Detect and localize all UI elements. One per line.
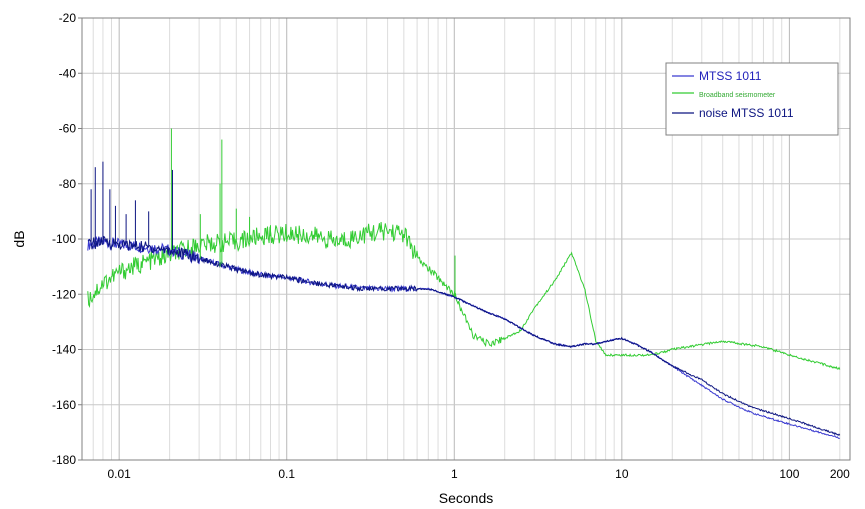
y-tick-label: -20 bbox=[59, 11, 77, 25]
legend-label-mtss: MTSS 1011 bbox=[699, 69, 762, 83]
x-axis-label: Seconds bbox=[439, 490, 493, 506]
legend: MTSS 1011 Broadband seismometer noise MT… bbox=[665, 62, 839, 136]
y-tick-label: -40 bbox=[59, 66, 77, 80]
legend-entry-noise: noise MTSS 1011 bbox=[672, 106, 794, 120]
y-tick-label: -140 bbox=[52, 343, 76, 357]
x-tick-label: 0.1 bbox=[278, 467, 295, 481]
series-layer bbox=[87, 128, 841, 440]
series-line-1 bbox=[87, 222, 841, 370]
y-axis-tick-labels: -20 -40 -60 -80 -100 -120 -140 -160 -180 bbox=[52, 11, 82, 467]
x-tick-label: 1 bbox=[451, 467, 458, 481]
y-tick-label: -120 bbox=[52, 287, 76, 301]
series-line-0 bbox=[87, 235, 840, 440]
x-tick-label: 200 bbox=[830, 467, 850, 481]
y-tick-label: -160 bbox=[52, 398, 76, 412]
y-tick-label: -80 bbox=[59, 177, 77, 191]
legend-label-broadband: Broadband seismometer bbox=[699, 92, 776, 99]
legend-box bbox=[665, 62, 839, 136]
series-line-2 bbox=[87, 235, 841, 436]
legend-label-noise: noise MTSS 1011 bbox=[699, 106, 794, 120]
y-axis-label: dB bbox=[11, 230, 27, 247]
y-tick-label: -100 bbox=[52, 232, 76, 246]
x-tick-label: 10 bbox=[615, 467, 629, 481]
x-tick-label: 0.01 bbox=[107, 467, 131, 481]
y-tick-label: -60 bbox=[59, 122, 77, 136]
legend-entry-broadband: Broadband seismometer bbox=[672, 92, 776, 99]
x-tick-label: 100 bbox=[779, 467, 799, 481]
y-tick-label: -180 bbox=[52, 453, 76, 467]
x-axis-tick-labels: 0.01 0.1 1 10 100 200 bbox=[107, 467, 850, 481]
legend-entry-mtss: MTSS 1011 bbox=[672, 69, 762, 83]
